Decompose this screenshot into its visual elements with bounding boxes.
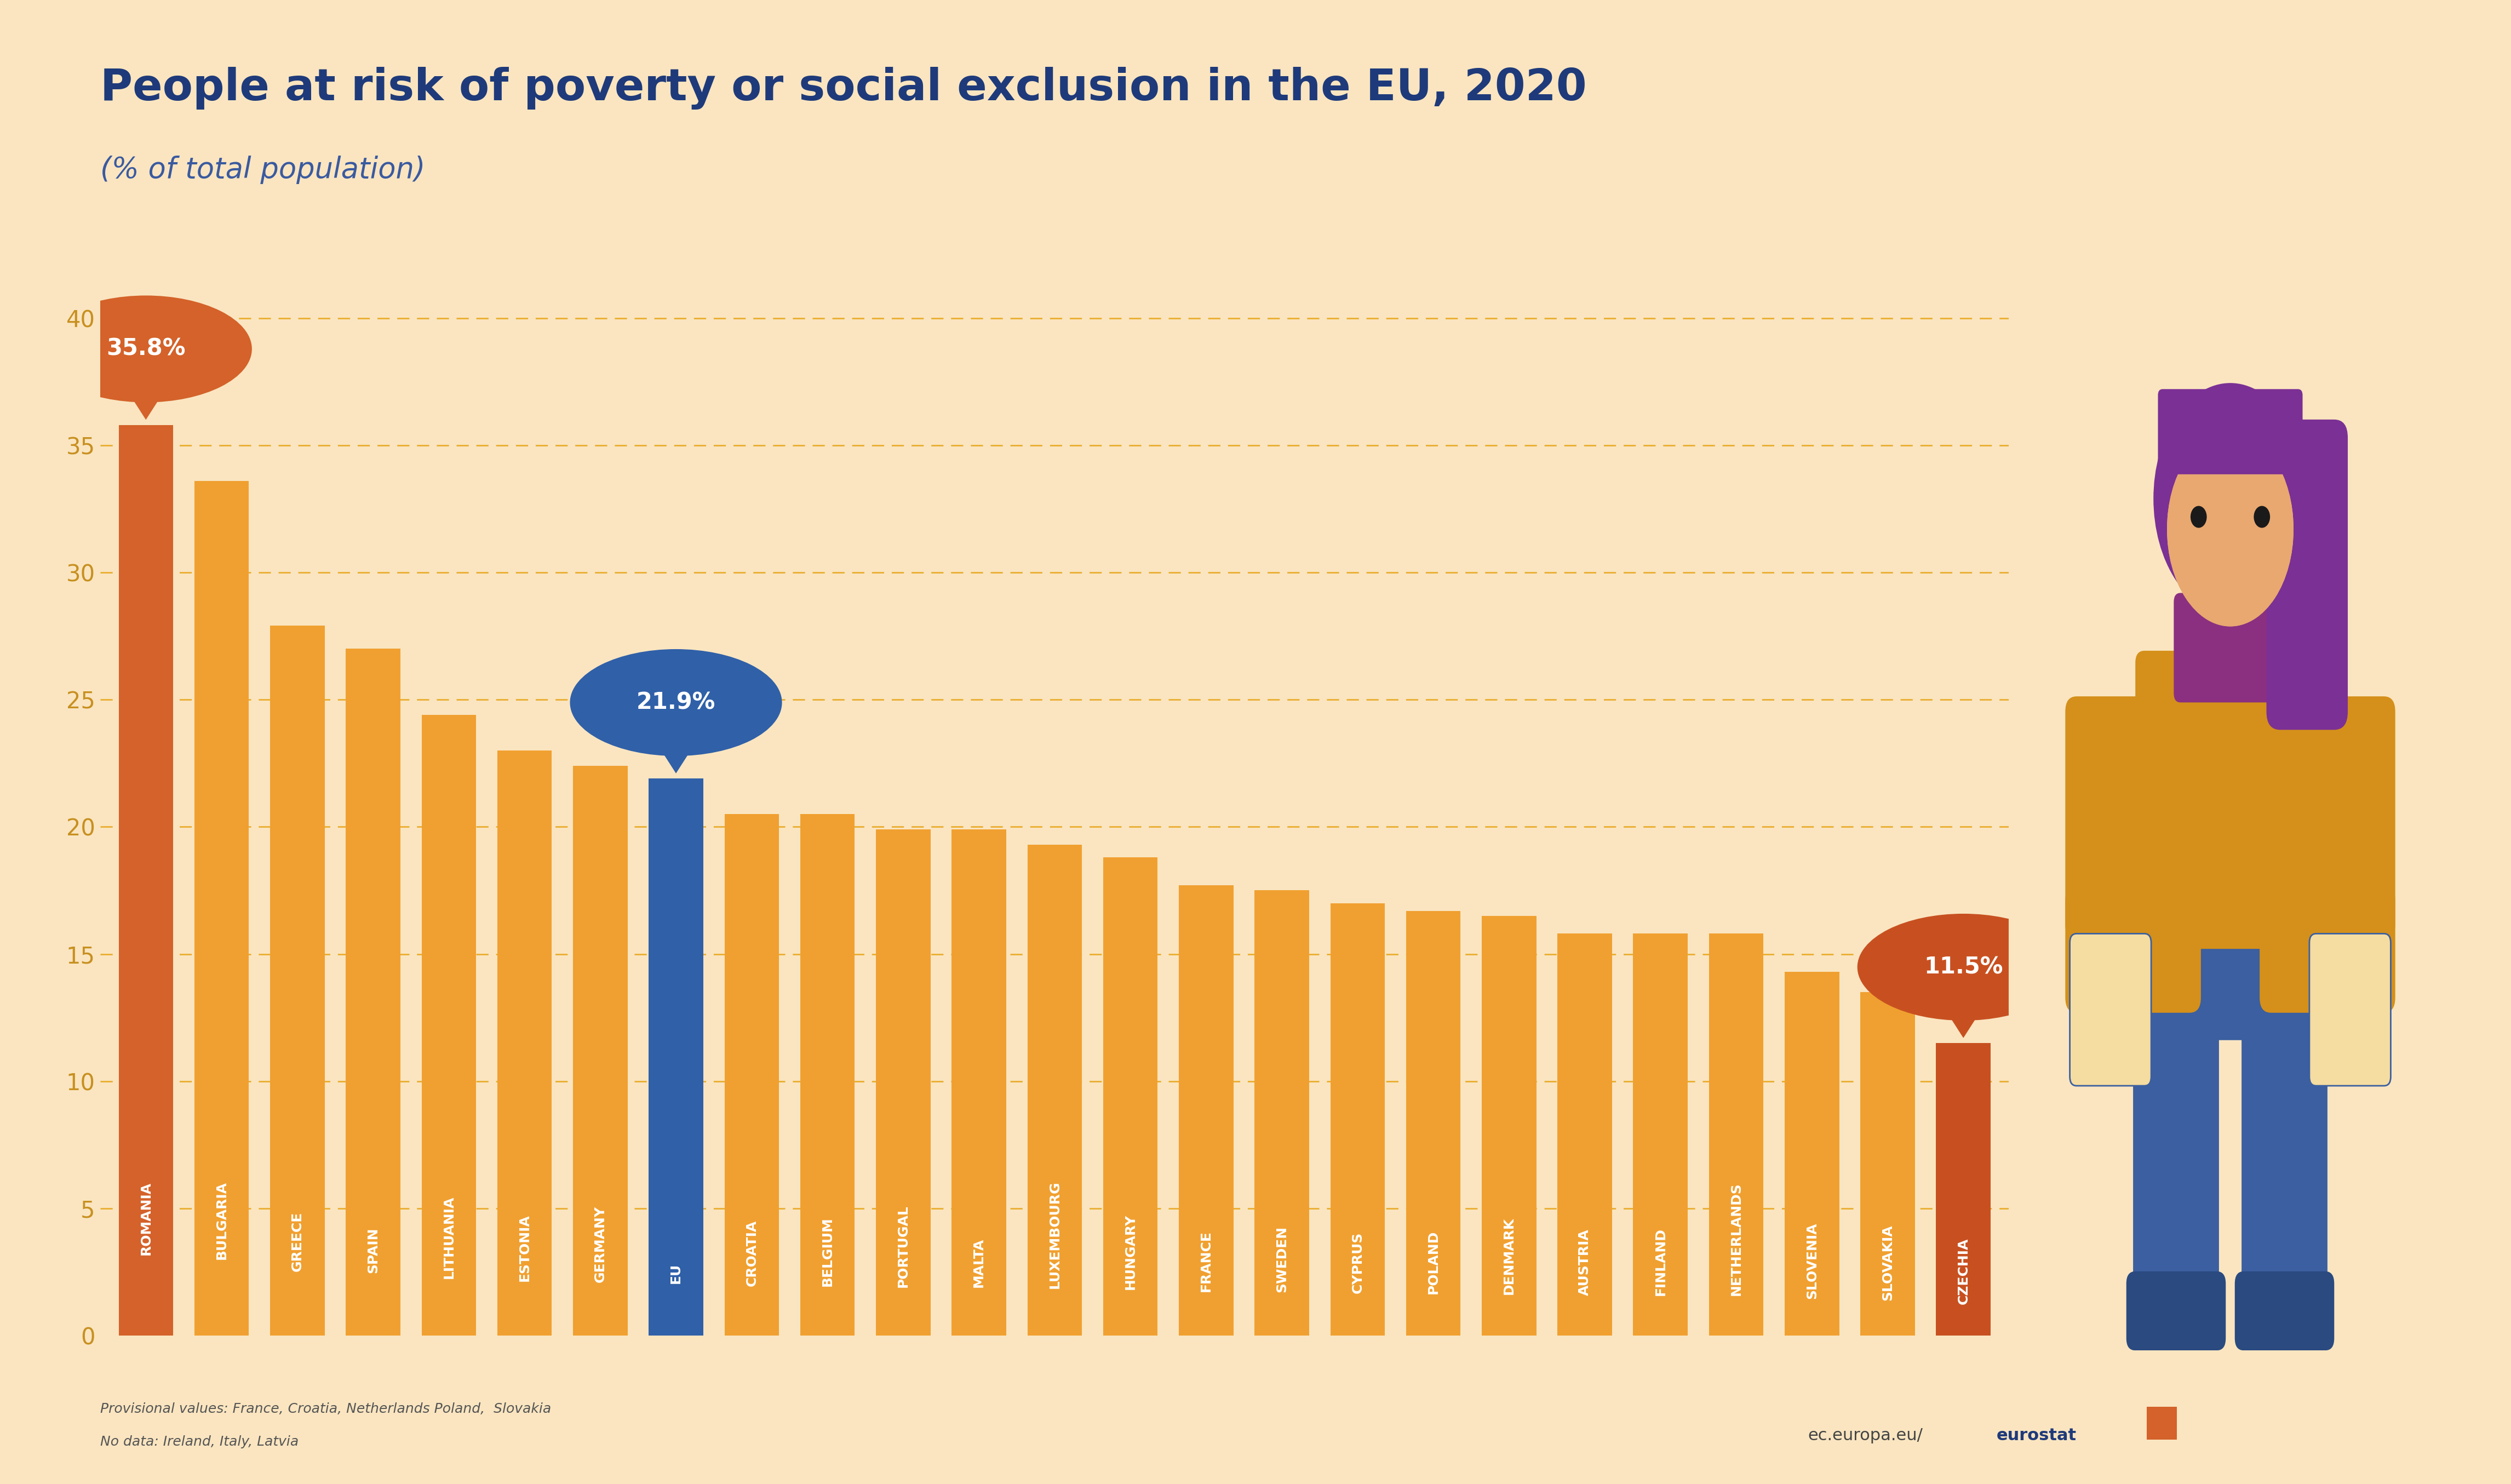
FancyBboxPatch shape [2242, 945, 2328, 1298]
Ellipse shape [1858, 914, 2069, 1021]
FancyBboxPatch shape [2235, 1272, 2335, 1350]
Text: CROATIA: CROATIA [746, 1220, 758, 1287]
Bar [801, 815, 854, 1336]
FancyBboxPatch shape [2134, 919, 2325, 1040]
Bar [1861, 993, 1916, 1336]
FancyBboxPatch shape [2127, 1272, 2225, 1350]
Text: CYPRUS: CYPRUS [1351, 1232, 1363, 1294]
Text: NETHERLANDS: NETHERLANDS [1730, 1183, 1743, 1296]
Text: GREECE: GREECE [291, 1211, 304, 1272]
Bar [118, 424, 173, 1336]
Text: ROMANIA: ROMANIA [138, 1181, 153, 1255]
Bar [648, 779, 703, 1336]
Bar [1710, 933, 1763, 1336]
Text: ESTONIA: ESTONIA [517, 1214, 532, 1281]
Bar [193, 481, 249, 1336]
Text: SWEDEN: SWEDEN [1276, 1226, 1288, 1293]
FancyBboxPatch shape [2290, 696, 2395, 939]
Text: PORTUGAL: PORTUGAL [896, 1205, 909, 1288]
Text: BULGARIA: BULGARIA [216, 1181, 229, 1260]
Polygon shape [660, 748, 693, 773]
Text: 11.5%: 11.5% [1923, 956, 2004, 978]
Bar [1102, 858, 1158, 1336]
Text: SLOVAKIA: SLOVAKIA [1881, 1224, 1893, 1300]
Bar [1557, 933, 1612, 1336]
Bar [1936, 1043, 1991, 1336]
Text: (% of total population): (% of total population) [100, 156, 424, 184]
FancyBboxPatch shape [2069, 933, 2152, 1086]
Text: CZECHIA: CZECHIA [1956, 1238, 1971, 1304]
Text: No data: Ireland, Italy, Latvia: No data: Ireland, Italy, Latvia [100, 1435, 299, 1448]
Bar [1481, 916, 1537, 1336]
Text: SLOVENIA: SLOVENIA [1805, 1223, 1818, 1298]
Text: GERMANY: GERMANY [593, 1205, 608, 1282]
FancyBboxPatch shape [2175, 594, 2288, 702]
Text: Provisional values: France, Croatia, Netherlands Poland,  Slovakia: Provisional values: France, Croatia, Net… [100, 1402, 552, 1416]
Bar [952, 830, 1007, 1336]
Text: HUNGARY: HUNGARY [1125, 1214, 1137, 1290]
Text: LUXEMBOURG: LUXEMBOURG [1047, 1181, 1062, 1288]
Bar [1331, 904, 1384, 1336]
FancyBboxPatch shape [2134, 945, 2220, 1298]
Bar [1406, 911, 1461, 1336]
Bar [1178, 886, 1233, 1336]
Text: POLAND: POLAND [1426, 1230, 1439, 1294]
Circle shape [2190, 506, 2207, 528]
Text: MALTA: MALTA [972, 1238, 984, 1288]
FancyBboxPatch shape [2260, 884, 2395, 1012]
Bar [876, 830, 932, 1336]
Text: SPAIN: SPAIN [367, 1227, 379, 1273]
Bar [422, 715, 477, 1336]
Bar [1027, 844, 1082, 1336]
Bar [497, 751, 552, 1336]
Text: EU: EU [670, 1263, 683, 1284]
Ellipse shape [2154, 383, 2308, 614]
Text: FRANCE: FRANCE [1200, 1230, 1213, 1293]
Text: LITHUANIA: LITHUANIA [442, 1196, 454, 1278]
Text: FINLAND: FINLAND [1655, 1227, 1667, 1296]
FancyBboxPatch shape [2064, 884, 2200, 1012]
Ellipse shape [2167, 432, 2293, 626]
FancyBboxPatch shape [2064, 696, 2170, 939]
Bar [1785, 972, 1838, 1336]
Circle shape [2255, 506, 2270, 528]
Text: AUSTRIA: AUSTRIA [1577, 1229, 1592, 1296]
Text: People at risk of poverty or social exclusion in the EU, 2020: People at risk of poverty or social excl… [100, 67, 1587, 110]
Bar [726, 815, 778, 1336]
Text: 21.9%: 21.9% [635, 692, 716, 714]
FancyBboxPatch shape [2157, 389, 2303, 475]
Text: ec.europa.eu/: ec.europa.eu/ [1808, 1428, 1923, 1444]
Bar [347, 649, 399, 1336]
Text: eurostat: eurostat [1996, 1428, 2077, 1444]
FancyBboxPatch shape [2267, 420, 2348, 730]
Text: BELGIUM: BELGIUM [821, 1217, 834, 1287]
Bar [271, 626, 324, 1336]
Polygon shape [128, 393, 163, 420]
Bar [1632, 933, 1687, 1336]
Bar [1256, 890, 1308, 1336]
Text: 35.8%: 35.8% [105, 337, 186, 361]
Ellipse shape [2167, 432, 2293, 626]
Ellipse shape [40, 295, 251, 402]
FancyBboxPatch shape [2134, 651, 2325, 948]
Polygon shape [1946, 1012, 1981, 1037]
FancyBboxPatch shape [2310, 933, 2390, 1086]
Bar [573, 766, 628, 1336]
Ellipse shape [570, 649, 781, 755]
Text: DENMARK: DENMARK [1502, 1217, 1517, 1294]
